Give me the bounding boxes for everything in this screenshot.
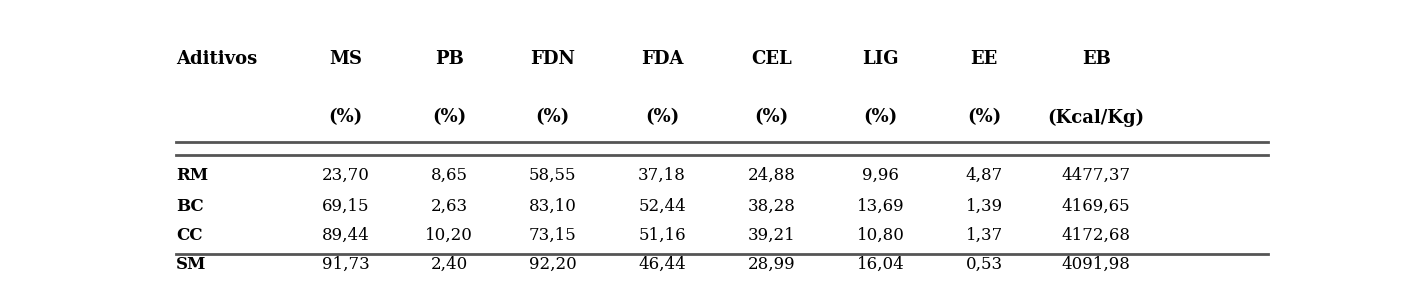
- Text: 38,28: 38,28: [747, 198, 795, 215]
- Text: 1,39: 1,39: [965, 198, 1003, 215]
- Text: 28,99: 28,99: [747, 256, 795, 273]
- Text: FDN: FDN: [530, 50, 575, 68]
- Text: 4172,68: 4172,68: [1061, 227, 1130, 244]
- Text: (%): (%): [328, 108, 362, 126]
- Text: 58,55: 58,55: [530, 166, 576, 184]
- Text: EB: EB: [1082, 50, 1110, 68]
- Text: 92,20: 92,20: [528, 256, 576, 273]
- Text: Aditivos: Aditivos: [176, 50, 258, 68]
- Text: (%): (%): [967, 108, 1002, 126]
- Text: 9,96: 9,96: [862, 166, 899, 184]
- Text: 69,15: 69,15: [321, 198, 369, 215]
- Text: (%): (%): [535, 108, 571, 126]
- Text: MS: MS: [328, 50, 362, 68]
- Text: 46,44: 46,44: [638, 256, 686, 273]
- Text: SM: SM: [176, 256, 207, 273]
- Text: 39,21: 39,21: [747, 227, 795, 244]
- Text: 73,15: 73,15: [528, 227, 576, 244]
- Text: 4,87: 4,87: [965, 166, 1003, 184]
- Text: 13,69: 13,69: [857, 198, 905, 215]
- Text: (%): (%): [433, 108, 466, 126]
- Text: (%): (%): [864, 108, 898, 126]
- Text: PB: PB: [435, 50, 464, 68]
- Text: (Kcal/Kg): (Kcal/Kg): [1047, 108, 1144, 127]
- Text: 37,18: 37,18: [638, 166, 686, 184]
- Text: 0,53: 0,53: [965, 256, 1003, 273]
- Text: 24,88: 24,88: [747, 166, 795, 184]
- Text: (%): (%): [754, 108, 789, 126]
- Text: 51,16: 51,16: [638, 227, 686, 244]
- Text: (%): (%): [645, 108, 679, 126]
- Text: LIG: LIG: [862, 50, 899, 68]
- Text: EE: EE: [971, 50, 998, 68]
- Text: 83,10: 83,10: [528, 198, 576, 215]
- Text: 2,40: 2,40: [431, 256, 468, 273]
- Text: CC: CC: [176, 227, 203, 244]
- Text: 16,04: 16,04: [857, 256, 905, 273]
- Text: 89,44: 89,44: [321, 227, 369, 244]
- Text: 4477,37: 4477,37: [1061, 166, 1130, 184]
- Text: 10,20: 10,20: [426, 227, 473, 244]
- Text: 8,65: 8,65: [431, 166, 468, 184]
- Text: 52,44: 52,44: [638, 198, 686, 215]
- Text: 91,73: 91,73: [321, 256, 369, 273]
- Text: 4169,65: 4169,65: [1062, 198, 1130, 215]
- Text: 23,70: 23,70: [321, 166, 369, 184]
- Text: BC: BC: [176, 198, 204, 215]
- Text: 2,63: 2,63: [431, 198, 468, 215]
- Text: RM: RM: [176, 166, 209, 184]
- Text: 10,80: 10,80: [857, 227, 905, 244]
- Text: CEL: CEL: [751, 50, 792, 68]
- Text: 4091,98: 4091,98: [1061, 256, 1130, 273]
- Text: 1,37: 1,37: [965, 227, 1003, 244]
- Text: FDA: FDA: [641, 50, 683, 68]
